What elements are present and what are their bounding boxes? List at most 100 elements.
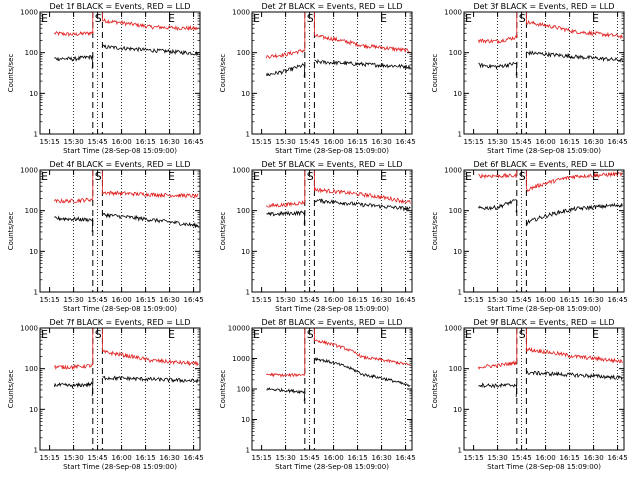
lld-series-post (526, 328, 623, 364)
y-tick-label: 100 (449, 365, 462, 373)
marker-s: S (519, 170, 526, 183)
y-tick-label: 1 (458, 131, 462, 139)
lld-series-post (314, 170, 411, 205)
y-tick-label: 1000 (444, 325, 462, 333)
x-tick-label: 15:15 (464, 296, 484, 304)
x-tick-label: 15:15 (40, 296, 60, 304)
events-series-post (314, 198, 411, 212)
x-tick-label: 16:45 (608, 296, 628, 304)
x-tick-label: 15:30 (64, 296, 84, 304)
y-tick-label: 10 (241, 90, 250, 98)
plot-frame (251, 327, 413, 451)
marker-e-right: E (592, 12, 599, 25)
y-tick-label: 100 (449, 207, 462, 215)
x-tick-label: 15:30 (276, 296, 296, 304)
events-series-post (526, 49, 623, 63)
panel-title: Det 9f BLACK = Events, RED = LLD (473, 318, 614, 327)
panel-title: Det 6f BLACK = Events, RED = LLD (473, 160, 614, 169)
x-tick-label: 15:15 (252, 296, 272, 304)
x-tick-label: 16:30 (584, 138, 604, 146)
x-tick-label: 15:45 (88, 138, 108, 146)
marker-e-left: E (41, 170, 48, 183)
x-tick-label: 16:00 (324, 296, 344, 304)
y-tick-label: 10 (453, 90, 462, 98)
y-axis-label: Counts/sec (7, 370, 15, 409)
x-tick-label: 16:15 (560, 138, 580, 146)
x-axis-label: Start Time (28-Sep-08 15:09:00) (487, 147, 601, 155)
x-tick-label: 15:45 (512, 454, 532, 462)
y-tick-label: 10000 (228, 325, 250, 333)
lld-series-post (102, 12, 199, 32)
x-tick-label: 16:15 (136, 296, 156, 304)
lld-series-pre (54, 12, 94, 38)
x-tick-label: 16:30 (372, 454, 392, 462)
plot-frame (251, 169, 413, 293)
marker-s: S (307, 170, 314, 183)
x-tick-label: 15:30 (276, 454, 296, 462)
x-tick-label: 15:15 (252, 454, 272, 462)
x-tick-label: 16:45 (396, 296, 416, 304)
lld-series-post (314, 328, 411, 366)
y-tick-label: 1 (34, 289, 38, 297)
marker-e-left: E (465, 12, 472, 25)
plot-frame (251, 11, 413, 135)
x-tick-label: 16:45 (608, 138, 628, 146)
panel-title: Det 7f BLACK = Events, RED = LLD (49, 318, 190, 327)
y-axis-label: Counts/sec (431, 212, 439, 251)
x-tick-label: 16:45 (608, 454, 628, 462)
marker-e-right: E (592, 328, 599, 341)
marker-s: S (519, 12, 526, 25)
y-tick-label: 100 (25, 49, 38, 57)
x-tick-label: 15:30 (488, 454, 508, 462)
y-tick-label: 1000 (232, 167, 250, 175)
panel-title: Det 1f BLACK = Events, RED = LLD (49, 2, 190, 11)
events-series-pre (266, 210, 306, 225)
marker-e-left: E (253, 328, 260, 341)
x-tick-label: 16:15 (348, 296, 368, 304)
y-tick-label: 10 (241, 416, 250, 424)
x-tick-label: 15:45 (88, 296, 108, 304)
events-series-post (102, 212, 199, 228)
marker-s: S (307, 12, 314, 25)
y-tick-label: 100 (237, 386, 250, 394)
x-tick-label: 16:00 (112, 454, 132, 462)
x-tick-label: 15:30 (276, 138, 296, 146)
marker-e-left: E (41, 328, 48, 341)
panel-title: Det 2f BLACK = Events, RED = LLD (261, 2, 402, 11)
x-tick-label: 15:15 (40, 138, 60, 146)
x-tick-label: 16:00 (324, 454, 344, 462)
lld-series-pre (266, 12, 306, 59)
events-series-post (526, 202, 623, 226)
y-tick-label: 10 (453, 406, 462, 414)
lld-series-post (102, 328, 199, 367)
x-tick-label: 15:30 (488, 296, 508, 304)
x-tick-label: 16:30 (372, 138, 392, 146)
events-series-post (314, 356, 411, 388)
events-series-pre (478, 198, 518, 213)
x-tick-label: 15:45 (512, 296, 532, 304)
y-axis-label: Counts/sec (7, 54, 15, 93)
lld-series-pre (478, 12, 518, 45)
y-tick-label: 1000 (232, 355, 250, 363)
x-tick-label: 16:15 (348, 138, 368, 146)
y-axis-label: Counts/sec (219, 54, 227, 93)
x-tick-label: 16:15 (136, 454, 156, 462)
x-tick-label: 15:45 (300, 138, 320, 146)
x-tick-label: 15:15 (464, 454, 484, 462)
x-tick-label: 15:15 (252, 138, 272, 146)
marker-s: S (307, 328, 314, 341)
marker-s: S (95, 328, 102, 341)
y-tick-label: 1 (246, 289, 250, 297)
x-axis-label: Start Time (28-Sep-08 15:09:00) (275, 147, 389, 155)
y-tick-label: 1000 (20, 9, 38, 17)
x-tick-label: 15:30 (488, 138, 508, 146)
x-tick-label: 15:15 (40, 454, 60, 462)
lld-series-pre (266, 170, 306, 208)
y-tick-label: 1000 (20, 167, 38, 175)
x-axis-label: Start Time (28-Sep-08 15:09:00) (487, 305, 601, 313)
marker-s: S (519, 328, 526, 341)
events-series-pre (54, 54, 94, 69)
